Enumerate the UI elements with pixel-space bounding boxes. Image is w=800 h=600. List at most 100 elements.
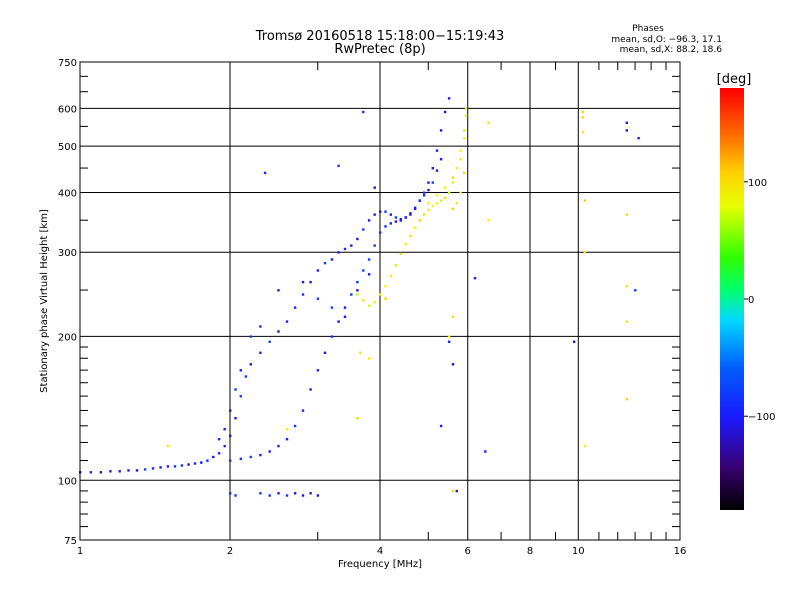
data-point-x [464, 107, 468, 110]
data-point-o [263, 171, 267, 175]
data-point-x [367, 357, 371, 360]
data-point-o [422, 194, 426, 197]
data-point-o [223, 444, 226, 448]
x-tick-label: 6 [465, 546, 471, 557]
data-point-o [166, 465, 170, 468]
data-point-o [337, 320, 340, 323]
data-point-x [384, 285, 387, 288]
data-point-o [447, 340, 451, 343]
data-point-x [463, 171, 466, 175]
data-point-o [285, 438, 289, 441]
data-point-o [435, 169, 439, 172]
data-point-x [427, 208, 430, 212]
data-point-o [439, 158, 443, 161]
colorbar-tick-label: 0 [748, 295, 754, 306]
colorbar-tick-label: 100 [748, 178, 767, 189]
data-point-o [309, 388, 312, 391]
x-tick-label: 1 [77, 546, 83, 557]
data-point-o [229, 434, 232, 437]
data-point-o [422, 191, 426, 194]
data-point-x [443, 196, 447, 200]
data-point-o [118, 470, 121, 473]
data-point-o [293, 424, 297, 428]
data-point-o [229, 492, 232, 495]
data-point-o [239, 395, 242, 398]
data-point-o [356, 237, 359, 241]
data-point-x [487, 219, 490, 222]
colorbar-tick-label: −100 [748, 412, 775, 423]
data-point-x [362, 299, 365, 302]
chart-subtitle: RwPretec (8p) [334, 42, 425, 57]
data-point-o [259, 453, 262, 457]
data-point-x [166, 444, 170, 448]
data-point-o [625, 129, 628, 132]
data-point-o [200, 461, 203, 464]
data-point-o [373, 244, 376, 247]
data-point-o [217, 438, 221, 441]
data-point-o [323, 351, 327, 354]
data-point-x [435, 202, 439, 205]
data-point-o [217, 452, 221, 455]
data-point-x [394, 264, 398, 267]
data-point-x [447, 335, 451, 338]
data-point-o [89, 471, 92, 474]
data-point-o [431, 181, 434, 184]
y-tick-labels: 75 100 200 300 400 500 600 750 [58, 58, 77, 547]
data-point-o [373, 186, 376, 189]
data-point-o [173, 465, 177, 468]
data-point-o [301, 409, 305, 412]
x-tick-labels: 1 2 4 6 8 10 16 [77, 546, 687, 557]
plot-frame [79, 61, 681, 541]
data-point-x [583, 251, 587, 254]
data-point-x [451, 207, 455, 211]
data-point-o [637, 137, 640, 140]
data-point-o [135, 469, 139, 472]
data-point-o [239, 457, 242, 460]
data-point-o [389, 213, 392, 216]
data-point-o [451, 363, 455, 366]
data-point-o [259, 351, 262, 354]
phase-stats-x: mean, sd,X: 88.2, 18.6 [620, 45, 723, 55]
data-point-o [229, 409, 232, 412]
data-point-o [409, 212, 412, 215]
data-point-o [239, 369, 242, 372]
data-point-o [223, 428, 226, 431]
y-tick-label: 400 [58, 188, 77, 199]
data-point-o [404, 216, 407, 219]
x-tick-label: 4 [377, 546, 383, 557]
data-point-o [384, 225, 387, 228]
data-point-o [379, 231, 382, 234]
data-point-x [447, 191, 451, 194]
data-point-x [581, 110, 584, 114]
y-tick-label: 300 [58, 248, 77, 259]
data-point-x [422, 213, 426, 216]
data-point-x [413, 226, 417, 229]
colorbar-ticks: −100 0 100 [744, 178, 775, 423]
data-point-x [581, 116, 584, 119]
data-point-o [343, 306, 347, 309]
y-tick-label: 75 [64, 536, 77, 547]
data-point-x [487, 121, 490, 124]
data-point-x [389, 274, 392, 277]
data-point-o [350, 244, 353, 247]
phase-stats-heading: Phases [632, 24, 664, 34]
data-point-o [399, 219, 402, 222]
data-point-o [367, 273, 371, 276]
data-point-o [309, 492, 312, 495]
data-point-x [379, 293, 382, 296]
data-point-o [413, 206, 417, 209]
data-point-o [418, 199, 421, 202]
data-point-x [418, 219, 421, 222]
data-point-o [316, 297, 320, 300]
data-point-o [127, 469, 130, 472]
data-point-x [459, 158, 462, 161]
data-point-o [159, 466, 162, 469]
data-point-o [484, 450, 487, 453]
data-point-o [244, 375, 248, 378]
colorbar [720, 88, 744, 510]
data-point-o [316, 494, 320, 497]
colorbar-label: [deg] [717, 72, 752, 87]
data-point-o [301, 293, 305, 296]
data-point-o [379, 210, 382, 213]
